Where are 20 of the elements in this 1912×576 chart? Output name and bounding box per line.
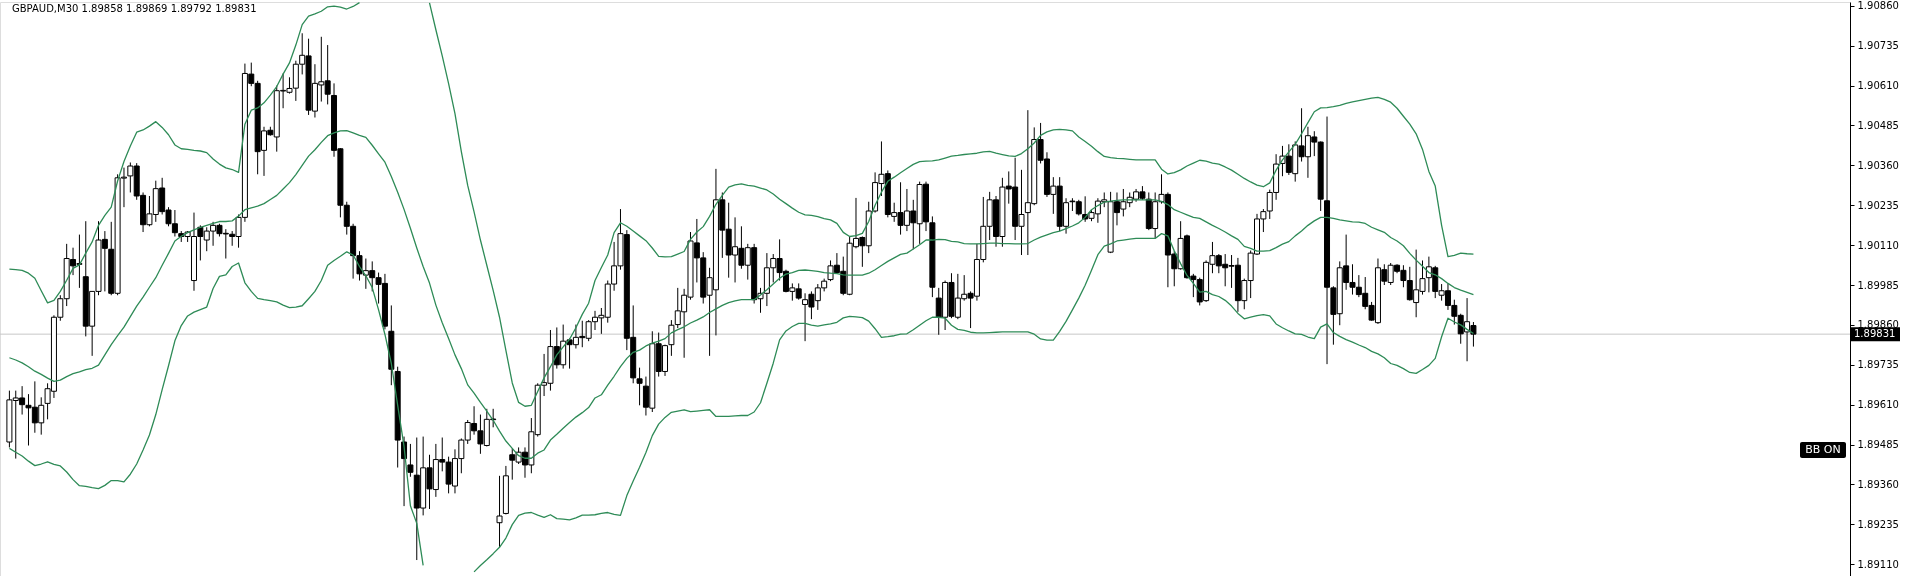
text: BB ON [1805, 443, 1841, 456]
y-tick-label: 1.89735 [1857, 359, 1899, 371]
y-tick-label: 1.89360 [1857, 478, 1899, 490]
candlestick [407, 443, 414, 478]
chart-title: GBPAUD,M30 1.89858 1.89869 1.89792 1.89831 [12, 3, 257, 14]
y-tick-label: 1.89110 [1857, 558, 1899, 570]
y-tick-label: 1.89985 [1857, 279, 1899, 291]
y-tick-label: 1.90110 [1857, 239, 1899, 251]
y-tick-label: 1.90610 [1857, 80, 1899, 92]
y-tick-label: 1.89610 [1857, 399, 1899, 411]
candlestick [496, 475, 503, 549]
y-tick-label: 1.89485 [1857, 439, 1899, 451]
y-tick-label: 1.90235 [1857, 199, 1899, 211]
y-tick-label: 1.90735 [1857, 40, 1899, 52]
y-tick-label: 1.89235 [1857, 518, 1899, 530]
y-tick-label: 1.90360 [1857, 159, 1899, 171]
ref-line-label: 1.89831 [1854, 328, 1896, 340]
candlestick [668, 319, 675, 357]
y-tick-label: 1.90860 [1857, 0, 1899, 12]
y-tick-label: 1.90485 [1857, 119, 1899, 131]
